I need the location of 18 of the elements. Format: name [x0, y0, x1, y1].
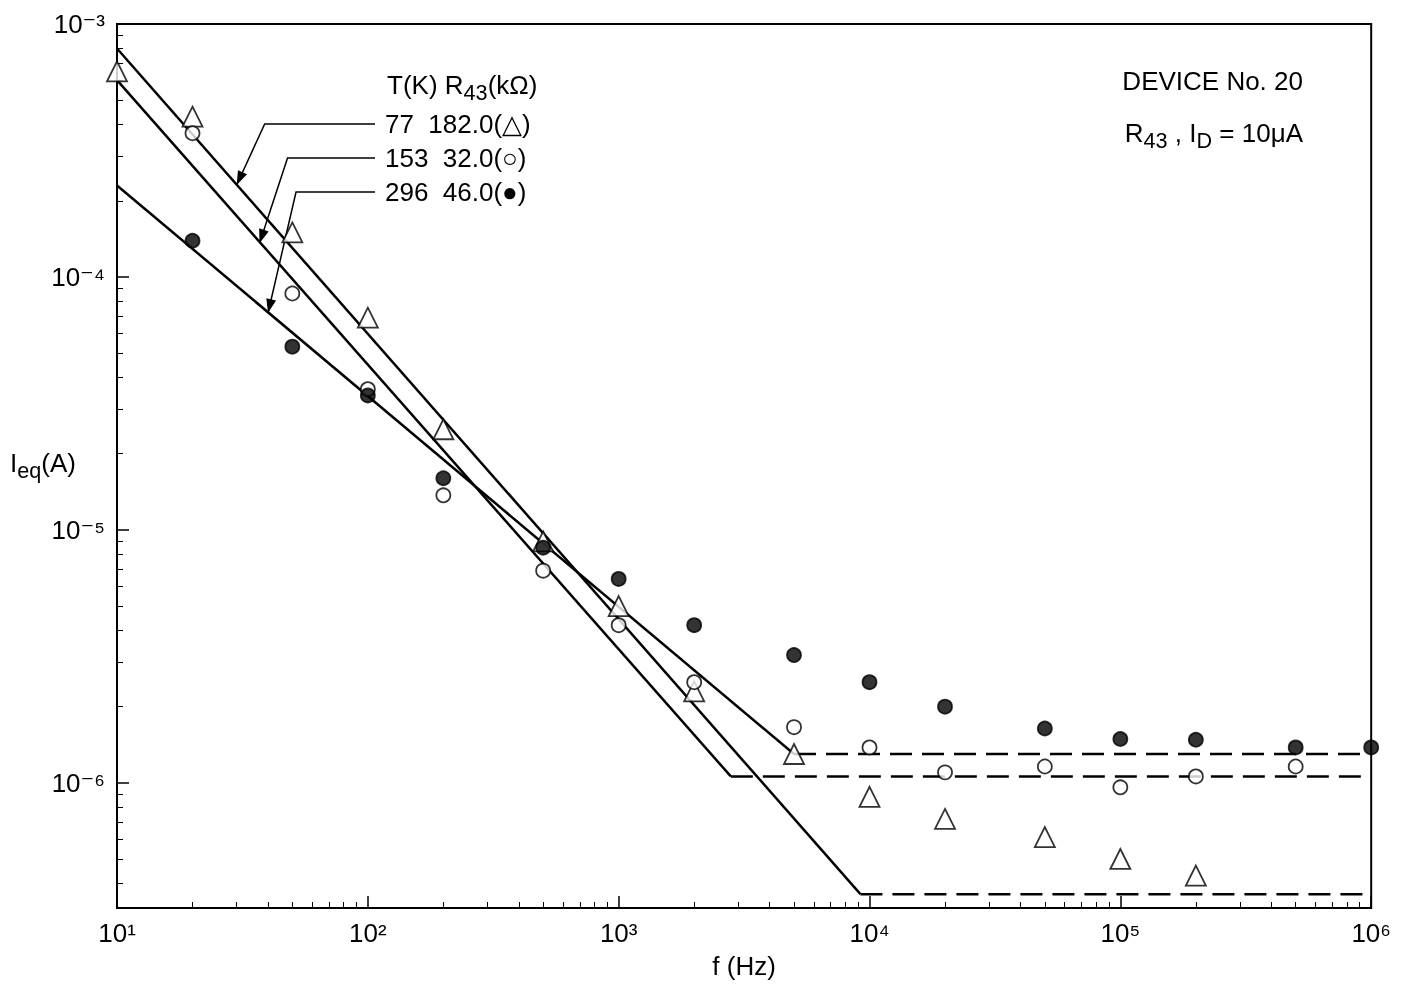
y-tick-label: 10⁻⁵ — [51, 514, 105, 545]
y-tick-label: 10⁻⁶ — [51, 767, 105, 798]
x-tick-label: 10⁵ — [1100, 918, 1141, 948]
y-axis-title: I$_{eq}$(A) — [10, 448, 76, 485]
x-tick-label: 10³ — [599, 918, 638, 948]
y-tick-label: 10⁻⁴ — [51, 261, 105, 292]
x-tick-label: 10¹ — [98, 918, 137, 948]
x-tick-label: 10⁴ — [849, 918, 890, 948]
annotation: 77 182.0(△) — [385, 109, 531, 139]
y-tick-label: 10⁻³ — [53, 9, 106, 39]
annotation: R$_{43}$ , I$_{D}$ = 10μA — [1124, 118, 1303, 155]
annotation: T(K) R$_{43}$(kΩ) — [387, 70, 538, 107]
annotation: DEVICE No. 20 — [1122, 66, 1303, 98]
x-tick-label: 10⁶ — [1351, 918, 1391, 948]
x-axis-title: f (Hz) — [712, 951, 776, 981]
annotation: 153 32.0(○) — [385, 143, 527, 173]
annotation: 296 46.0(●) — [385, 177, 527, 207]
x-tick-label: 10² — [349, 918, 387, 948]
